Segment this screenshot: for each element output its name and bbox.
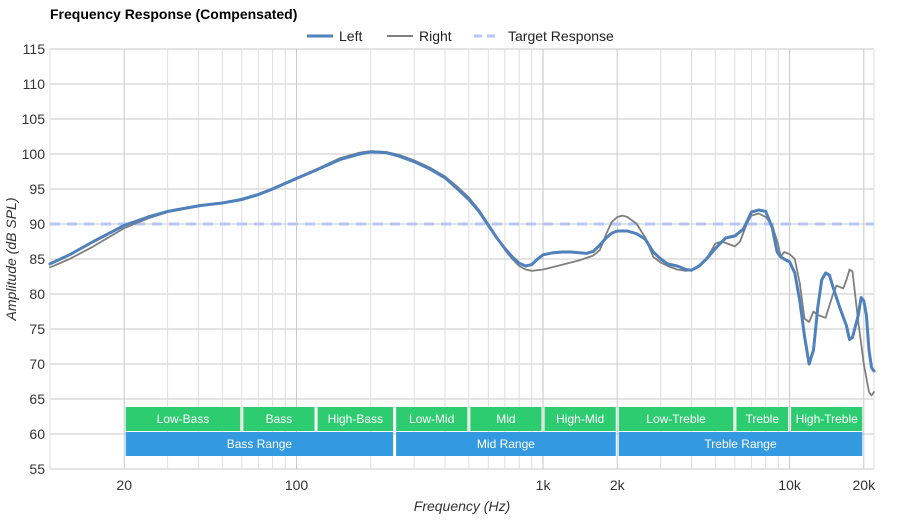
- legend-item-target-response[interactable]: Target Response: [474, 28, 614, 44]
- subrange-band-label: Low-Treble: [646, 412, 706, 426]
- x-tick-label: 2k: [610, 477, 626, 493]
- subrange-band-label: Treble: [745, 412, 779, 426]
- y-axis-label: Amplitude (dB SPL): [3, 198, 19, 322]
- subrange-band: [125, 407, 241, 431]
- subrange-band-label: Mid: [496, 412, 515, 426]
- range-band-label: Treble Range: [704, 437, 777, 451]
- y-tick-label: 85: [29, 251, 45, 267]
- legend-label: Left: [339, 28, 362, 44]
- legend-item-right[interactable]: Right: [387, 28, 452, 44]
- series-lines: [48, 150, 876, 397]
- legend[interactable]: Left Right Target Response: [307, 28, 614, 44]
- x-tick-label: 20k: [853, 477, 877, 493]
- range-band: [396, 432, 616, 456]
- subrange-band: [736, 407, 789, 431]
- y-tick-label: 95: [29, 181, 45, 197]
- y-tick-label: 100: [22, 146, 46, 162]
- x-axis-ticks: 20 100 1k 2k 10k 20k: [116, 477, 876, 493]
- y-tick-label: 70: [29, 356, 45, 372]
- subrange-band: [396, 407, 468, 431]
- y-tick-label: 75: [29, 321, 45, 337]
- subrange-band: [317, 407, 394, 431]
- subrange-band: [243, 407, 315, 431]
- range-band-label: Bass Range: [227, 437, 293, 451]
- chart-title: Frequency Response (Compensated): [50, 6, 297, 22]
- range-band-label: Mid Range: [477, 437, 535, 451]
- x-tick-label: 1k: [536, 477, 552, 493]
- frequency-bands: Low-Bass Bass High-Bass Low-Mid Mid High-Mid L…: [125, 407, 863, 456]
- subrange-band-label: Low-Bass: [157, 412, 210, 426]
- x-axis-label: Frequency (Hz): [414, 498, 510, 514]
- y-axis-ticks: 55 60 65 70 75 80 85 90 95 100 105 110 115: [22, 41, 46, 477]
- y-tick-label: 105: [22, 111, 46, 127]
- x-tick-label: 20: [116, 477, 132, 493]
- range-band: [618, 432, 863, 456]
- y-tick-label: 80: [29, 286, 45, 302]
- y-tick-label: 115: [23, 41, 46, 57]
- subrange-band-label: Bass: [266, 412, 293, 426]
- subrange-band: [618, 407, 734, 431]
- subrange-band: [791, 407, 863, 431]
- subrange-band: [470, 407, 542, 431]
- x-tick-label: 10k: [778, 477, 802, 493]
- y-tick-label: 55: [29, 461, 45, 477]
- grid: [49, 48, 875, 470]
- series-line-left: [48, 150, 876, 373]
- legend-label: Target Response: [508, 28, 614, 44]
- y-tick-label: 60: [29, 426, 45, 442]
- subrange-band-label: Low-Mid: [409, 412, 454, 426]
- subrange-band-label: High-Bass: [328, 412, 383, 426]
- subrange-band-label: High-Treble: [796, 412, 859, 426]
- x-tick-label: 100: [285, 477, 309, 493]
- y-tick-label: 110: [23, 76, 46, 92]
- legend-label: Right: [419, 28, 452, 44]
- legend-item-left[interactable]: Left: [307, 28, 362, 44]
- subrange-band: [544, 407, 616, 431]
- y-tick-label: 65: [29, 391, 45, 407]
- range-band: [125, 432, 394, 456]
- series-line-right: [49, 150, 875, 397]
- subrange-band-label: High-Mid: [556, 412, 604, 426]
- y-tick-label: 90: [29, 216, 45, 232]
